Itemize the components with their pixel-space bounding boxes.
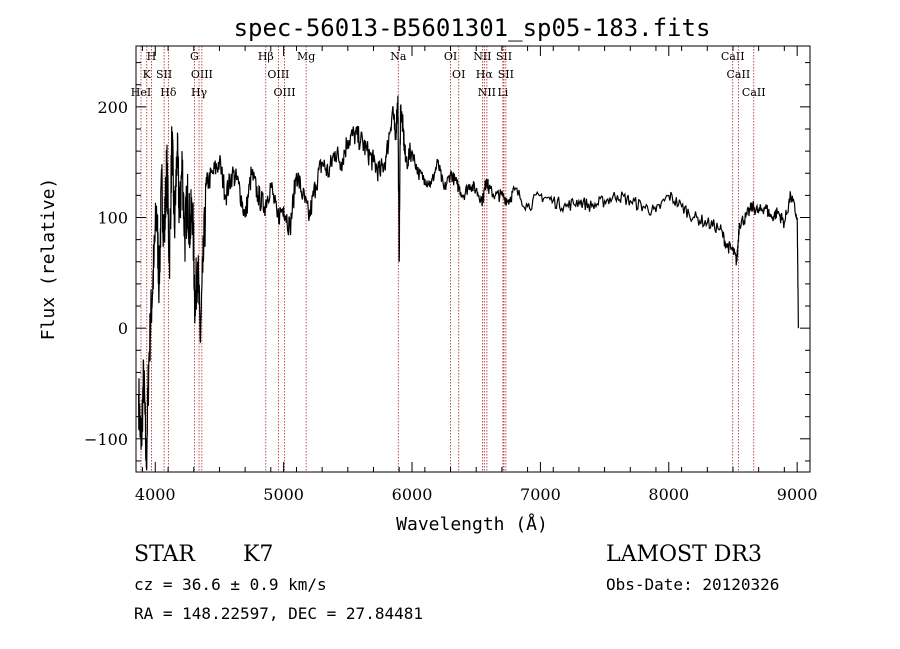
marker-label-hγ: Hγ — [191, 86, 208, 99]
x-tick-label: 8000 — [648, 485, 689, 504]
marker-label-caii: CaII — [742, 86, 766, 99]
marker-label-oiii: OIII — [267, 68, 289, 81]
marker-label-hei: HeI — [131, 86, 151, 99]
spectrum-series-line — [138, 95, 799, 471]
survey-name: LAMOST DR3 — [606, 542, 762, 567]
x-tick-label: 5000 — [263, 485, 304, 504]
spectral-line-markers: HK HeI Hδ SII G OIII Hγ Hβ OIII OIII Mg Na OI OI NII Hα… — [131, 46, 766, 472]
marker-label-caii: CaII — [727, 68, 751, 81]
x-tick-label: 4000 — [135, 485, 176, 504]
marker-label-oiii: OIII — [191, 68, 213, 81]
y-tick-label: 0 — [118, 319, 128, 338]
redshift-cz: cz = 36.6 ± 0.9 km/s — [134, 575, 327, 594]
marker-label-hβ: Hβ — [258, 50, 274, 63]
y-tick-label: −100 — [84, 430, 128, 449]
marker-label-li: Li — [497, 86, 508, 99]
marker-label-caii: CaII — [721, 50, 745, 63]
marker-label-oiii: OIII — [274, 86, 296, 99]
marker-label-mg: Mg — [297, 50, 315, 63]
marker-label-hδ: Hδ — [160, 86, 177, 99]
coordinates: RA = 148.22597, DEC = 27.84481 — [134, 604, 423, 623]
axis-ticks: 4000 5000 6000 7000 8000 9000 −100 0 100 200 — [84, 46, 818, 504]
marker-label-hα: Hα — [476, 68, 494, 81]
x-tick-label: 6000 — [392, 485, 433, 504]
marker-label-sii: SII — [498, 68, 514, 81]
marker-label-k: K — [143, 68, 152, 81]
y-tick-label: 100 — [97, 209, 128, 228]
marker-label-h: H — [147, 50, 157, 63]
x-axis-label: Wavelength (Å) — [396, 513, 548, 535]
marker-label-sii: SII — [496, 50, 512, 63]
marker-label-g: G — [190, 50, 199, 63]
chart-title: spec-56013-B5601301_sp05-183.fits — [234, 14, 711, 42]
marker-label-oi: OI — [444, 50, 457, 63]
y-tick-label: 200 — [97, 98, 128, 117]
marker-label-na: Na — [390, 50, 407, 63]
plot-frame — [135, 45, 811, 473]
marker-label-nii: NII — [478, 86, 496, 99]
obs-date: Obs-Date: 20120326 — [606, 575, 779, 594]
object-class: STAR — [134, 542, 196, 567]
marker-label-sii: SII — [156, 68, 172, 81]
marker-label-nii: NII — [473, 50, 491, 63]
object-subclass: K7 — [243, 542, 273, 567]
y-axis-label: Flux (relative) — [38, 178, 59, 341]
x-tick-label: 7000 — [520, 485, 561, 504]
marker-label-oi: OI — [452, 68, 465, 81]
x-tick-label: 9000 — [777, 485, 818, 504]
